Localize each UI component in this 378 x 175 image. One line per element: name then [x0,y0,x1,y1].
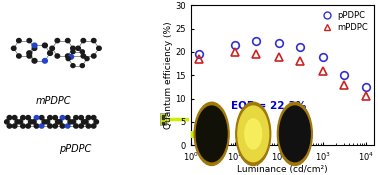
Circle shape [86,116,91,120]
Circle shape [71,50,75,54]
Circle shape [55,38,60,43]
Circle shape [71,64,75,68]
Circle shape [12,124,17,128]
Legend: pPDPC, mPDPC: pPDPC, mPDPC [317,9,370,33]
Circle shape [81,38,86,43]
Circle shape [71,46,75,50]
Circle shape [21,116,25,120]
Circle shape [48,51,53,55]
Circle shape [79,116,84,120]
Circle shape [57,120,62,124]
Circle shape [27,38,32,43]
Circle shape [279,106,310,162]
Circle shape [245,119,262,149]
Circle shape [68,120,73,124]
Circle shape [69,55,74,59]
Circle shape [27,51,32,55]
Circle shape [65,54,70,58]
Circle shape [32,46,37,50]
Text: pPDPC: pPDPC [59,144,92,153]
Circle shape [50,46,54,50]
Circle shape [97,46,101,50]
Circle shape [34,116,39,120]
Circle shape [74,116,78,120]
Circle shape [18,120,23,124]
Circle shape [91,124,96,128]
Circle shape [91,38,96,43]
Circle shape [86,124,91,128]
Circle shape [65,38,70,43]
Circle shape [32,43,37,48]
Circle shape [32,120,36,124]
Circle shape [55,54,60,58]
Circle shape [56,120,60,124]
Circle shape [66,57,70,61]
Circle shape [17,54,21,58]
Circle shape [11,46,16,50]
Circle shape [28,120,33,124]
Circle shape [27,54,32,58]
Circle shape [48,116,52,120]
Circle shape [42,43,47,48]
Circle shape [238,106,269,162]
Circle shape [26,116,31,120]
Circle shape [80,50,84,54]
Circle shape [277,102,312,166]
Circle shape [91,116,96,120]
Circle shape [53,116,57,120]
Y-axis label: Quantum efficiency (%): Quantum efficiency (%) [164,22,173,129]
Circle shape [17,38,21,43]
Circle shape [39,116,44,120]
Circle shape [34,124,39,128]
Circle shape [81,54,86,58]
Circle shape [5,120,9,124]
Circle shape [60,124,65,128]
Circle shape [65,124,70,128]
Circle shape [7,124,12,128]
Circle shape [7,116,12,120]
Circle shape [74,124,78,128]
Circle shape [84,120,88,124]
Circle shape [79,124,84,128]
Circle shape [71,120,76,124]
Circle shape [21,124,25,128]
Bar [160,113,166,125]
Circle shape [196,106,227,162]
Circle shape [85,57,89,61]
Circle shape [94,120,99,124]
Circle shape [15,120,20,124]
Circle shape [80,64,84,68]
Circle shape [45,120,50,124]
Circle shape [236,102,271,166]
Circle shape [194,102,229,166]
Circle shape [82,120,86,124]
Circle shape [53,124,57,128]
Circle shape [39,124,44,128]
Circle shape [48,124,52,128]
Circle shape [60,116,65,120]
Circle shape [26,124,31,128]
Text: EQE = 22.3%: EQE = 22.3% [231,101,306,111]
Circle shape [32,58,37,63]
Circle shape [76,46,81,50]
Circle shape [42,120,46,124]
X-axis label: Luminance (cd/cm²): Luminance (cd/cm²) [237,165,328,174]
Text: mPDPC: mPDPC [35,96,71,106]
Circle shape [12,116,17,120]
Circle shape [42,58,47,63]
Circle shape [91,54,96,58]
Circle shape [65,116,70,120]
